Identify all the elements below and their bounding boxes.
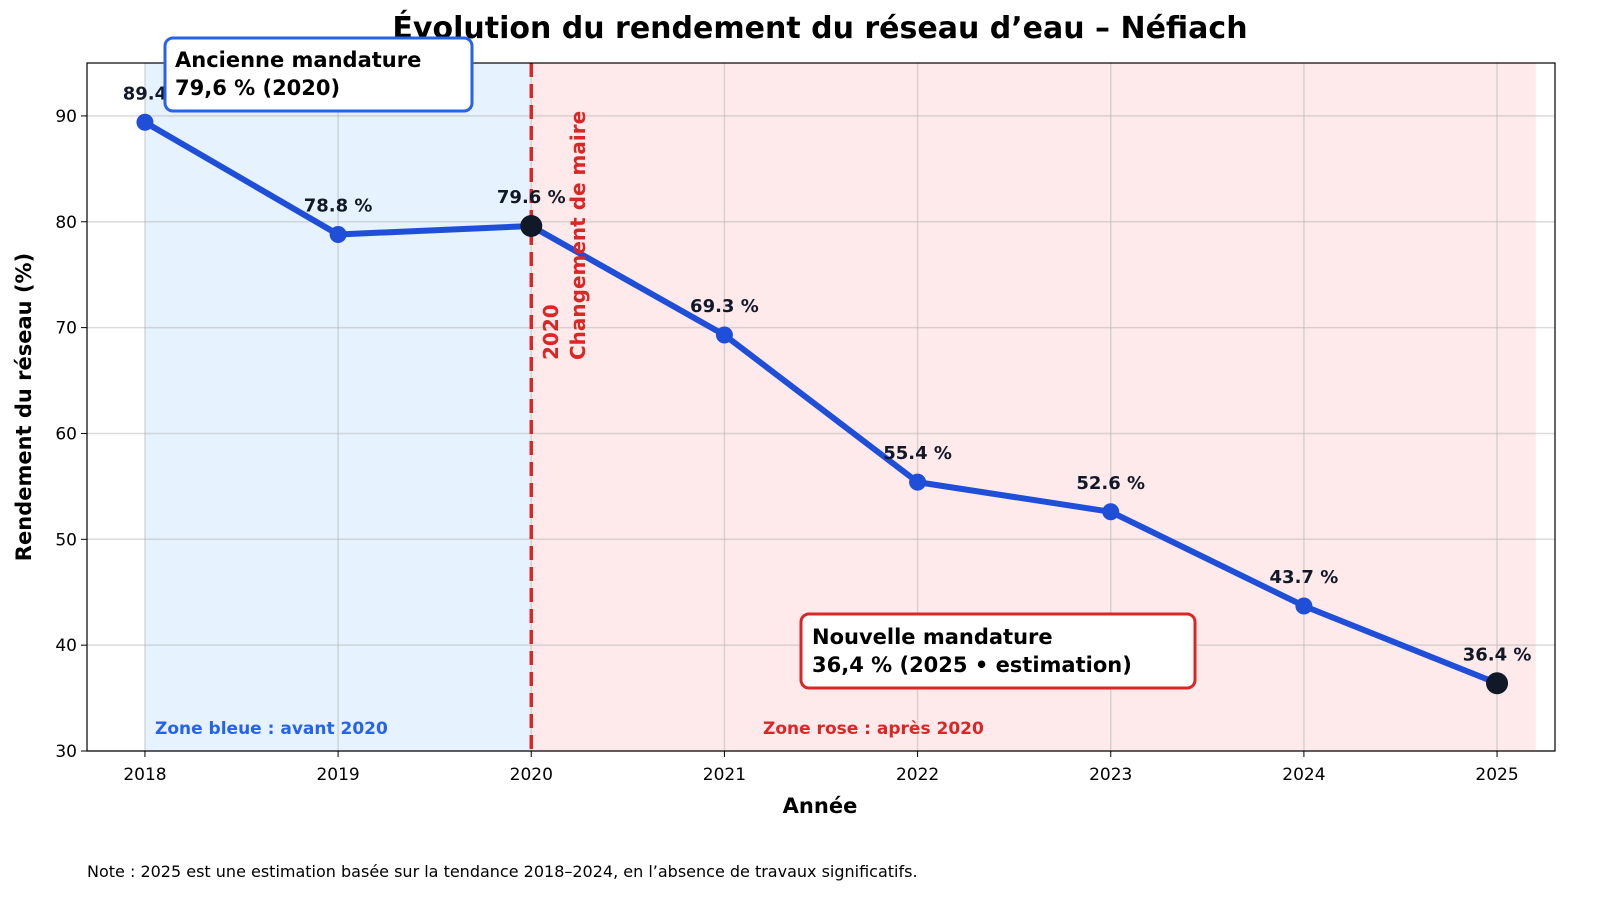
data-label: 36.4 % xyxy=(1463,644,1532,665)
y-tick-label: 80 xyxy=(55,213,77,233)
y-tick-label: 70 xyxy=(55,319,77,339)
x-axis-label: Année xyxy=(783,794,858,818)
y-tick-label: 30 xyxy=(55,742,77,762)
annotation-new-line2: 36,4 % (2025 • estimation) xyxy=(812,653,1132,677)
zone-blue-label: Zone bleue : avant 2020 xyxy=(155,719,388,739)
data-label: 69.3 % xyxy=(690,296,759,317)
y-axis-label: Rendement du réseau (%) xyxy=(12,253,36,561)
zone-0 xyxy=(144,63,532,751)
x-tick-label: 2021 xyxy=(703,765,746,785)
x-tick-label: 2018 xyxy=(123,765,166,785)
data-label: 52.6 % xyxy=(1076,473,1145,494)
series-line xyxy=(143,119,1499,687)
data-label: 55.4 % xyxy=(883,443,952,464)
vline-label-text: Changement de maire xyxy=(566,111,590,360)
footnote: Note : 2025 est une estimation basée sur… xyxy=(87,862,918,881)
data-point xyxy=(909,473,927,491)
data-label: 43.7 % xyxy=(1270,567,1339,588)
highlighted-point xyxy=(1486,672,1509,695)
zone-pink-label: Zone rose : après 2020 xyxy=(763,719,984,739)
data-point xyxy=(715,326,733,344)
x-tick-label: 2025 xyxy=(1475,765,1518,785)
y-tick-label: 90 xyxy=(55,107,77,127)
annotation-old-line2: 79,6 % (2020) xyxy=(175,76,340,100)
y-tick-label: 40 xyxy=(55,636,77,656)
highlighted-point xyxy=(520,215,543,238)
annotation-new-mandate: Nouvelle mandature 36,4 % (2025 • estima… xyxy=(799,612,1197,690)
vline-label-year: 2020 xyxy=(539,304,563,360)
chart-title: Évolution du rendement du réseau d’eau –… xyxy=(392,10,1247,46)
data-label: 78.8 % xyxy=(304,195,373,216)
x-tick-label: 2019 xyxy=(316,765,359,785)
data-point xyxy=(136,113,154,131)
data-point xyxy=(1102,503,1120,521)
x-tick-label: 2020 xyxy=(510,765,553,785)
x-tick-label: 2022 xyxy=(896,765,939,785)
y-tick-label: 50 xyxy=(55,530,77,550)
y-tick-label: 60 xyxy=(55,424,77,444)
annotation-old-line1: Ancienne mandature xyxy=(175,48,421,72)
annotation-new-line1: Nouvelle mandature xyxy=(812,625,1053,649)
data-point xyxy=(329,225,347,243)
data-label: 89.4 xyxy=(123,83,167,104)
annotation-old-mandate: Ancienne mandature 79,6 % (2020) xyxy=(163,36,474,113)
data-point xyxy=(1295,597,1313,615)
data-label: 79.6 % xyxy=(497,187,566,208)
plot-frame xyxy=(86,62,1556,752)
x-tick-label: 2024 xyxy=(1282,765,1325,785)
x-tick-label: 2023 xyxy=(1089,765,1132,785)
